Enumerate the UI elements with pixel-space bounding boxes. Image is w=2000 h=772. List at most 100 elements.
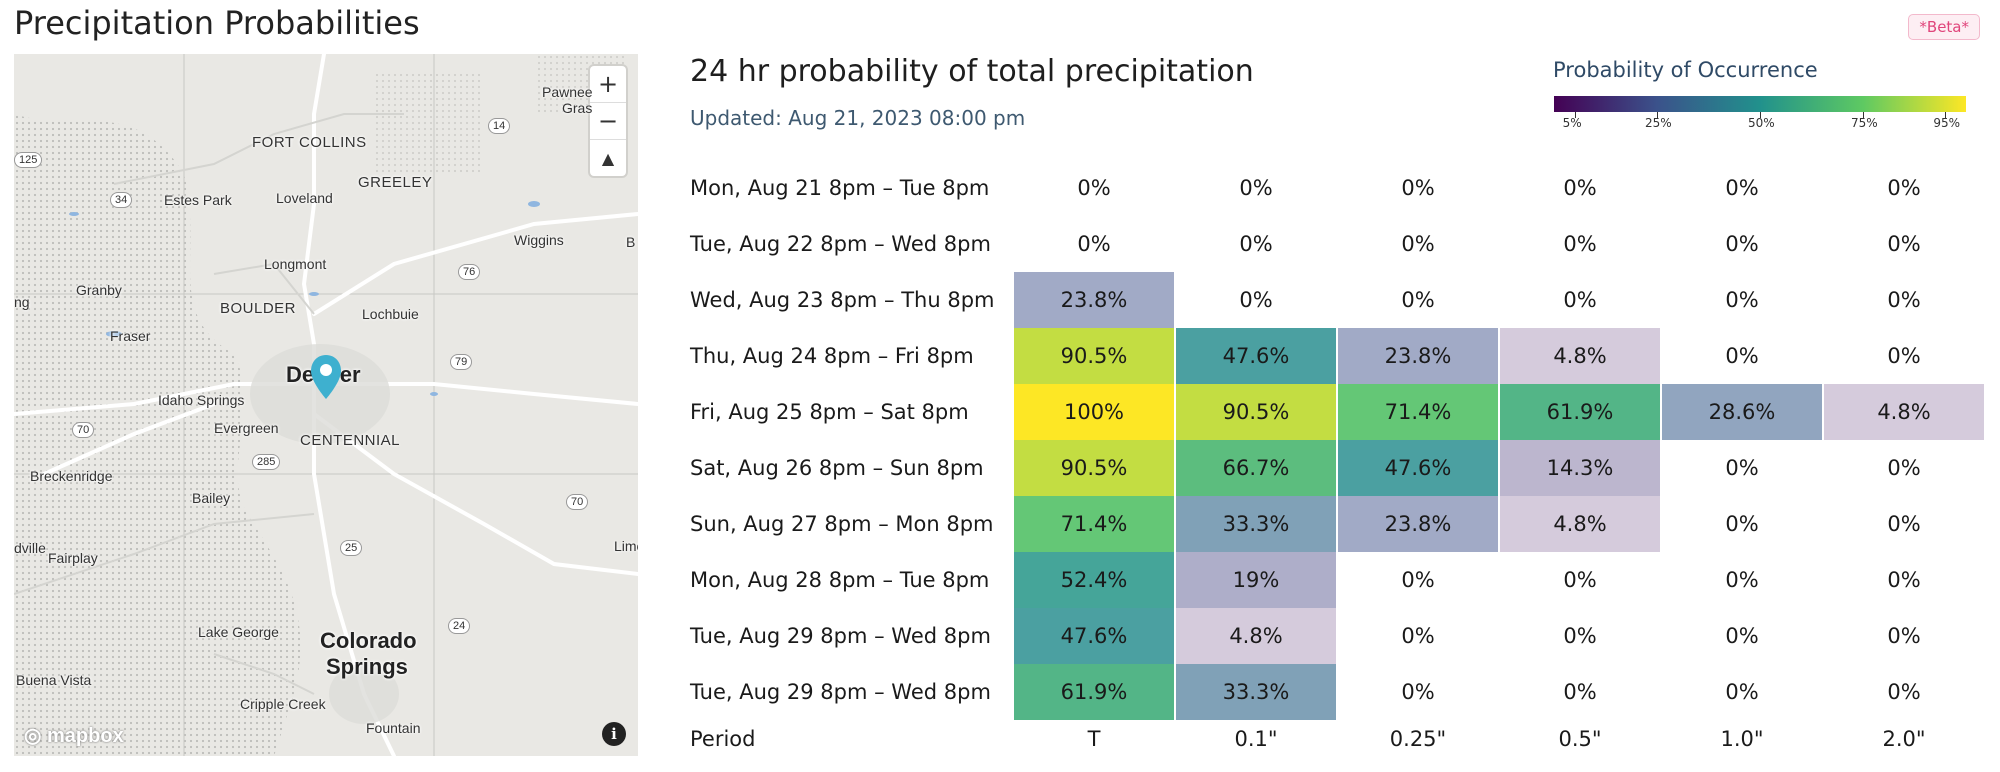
threshold-column-header: 2.0" bbox=[1823, 720, 1986, 758]
probability-cell: 0% bbox=[1823, 272, 1986, 328]
threshold-column-header: 0.5" bbox=[1499, 720, 1662, 758]
probability-cell: 0% bbox=[1175, 216, 1338, 272]
map-place-label: ng bbox=[14, 294, 30, 310]
probability-table: Mon, Aug 21 8pm – Tue 8pm 0% 0% 0% 0% 0% 0% Tue… bbox=[690, 160, 1986, 758]
map-place-label: Estes Park bbox=[164, 192, 232, 208]
zoom-out-button[interactable]: − bbox=[590, 103, 626, 140]
probability-cell: 0% bbox=[1499, 160, 1662, 216]
map-place-label: dville bbox=[14, 540, 46, 556]
probability-cell: 0% bbox=[1661, 496, 1824, 552]
map-place-label: Wiggins bbox=[514, 232, 564, 248]
probability-cell: 61.9% bbox=[1014, 664, 1176, 720]
map-place-label: FORT COLLINS bbox=[252, 134, 367, 151]
probability-cell: 28.6% bbox=[1661, 384, 1824, 440]
period-column-header: Period bbox=[690, 720, 1014, 758]
map-place-label: Idaho Springs bbox=[158, 392, 245, 408]
probability-cell: 71.4% bbox=[1337, 384, 1500, 440]
probability-cell: 0% bbox=[1823, 328, 1986, 384]
probability-cell: 0% bbox=[1337, 216, 1500, 272]
map-panel[interactable]: + − ▲ FORT COLLINS GREELEY Estes Park Lovel… bbox=[14, 54, 638, 756]
probability-cell: 33.3% bbox=[1175, 664, 1338, 720]
probability-cell: 0% bbox=[1499, 216, 1662, 272]
probability-cell: 90.5% bbox=[1014, 440, 1176, 496]
probability-cell: 0% bbox=[1337, 664, 1500, 720]
table-row: Sun, Aug 27 8pm – Mon 8pm 71.4% 33.3% 23.8%… bbox=[690, 496, 1986, 552]
probability-cell: 23.8% bbox=[1337, 328, 1500, 384]
probability-cell: 52.4% bbox=[1014, 552, 1176, 608]
period-label: Fri, Aug 25 8pm – Sat 8pm bbox=[690, 384, 1014, 440]
probability-cell: 0% bbox=[1499, 272, 1662, 328]
probability-cell: 47.6% bbox=[1175, 328, 1338, 384]
period-label: Wed, Aug 23 8pm – Thu 8pm bbox=[690, 272, 1014, 328]
map-place-label: Lochbuie bbox=[362, 306, 419, 322]
probability-cell: 0% bbox=[1661, 328, 1824, 384]
legend-colorbar bbox=[1554, 96, 1966, 112]
table-row: Mon, Aug 21 8pm – Tue 8pm 0% 0% 0% 0% 0% 0% bbox=[690, 160, 1986, 216]
probability-cell: 0% bbox=[1661, 664, 1824, 720]
probability-cell: 0% bbox=[1823, 496, 1986, 552]
beta-badge: *Beta* bbox=[1908, 14, 1980, 40]
route-shield-icon: 125 bbox=[14, 152, 43, 168]
map-place-label: Longmont bbox=[264, 256, 327, 272]
threshold-column-header: 1.0" bbox=[1661, 720, 1824, 758]
probability-cell: 66.7% bbox=[1175, 440, 1338, 496]
legend-title: Probability of Occurrence bbox=[1553, 58, 1818, 82]
period-label: Tue, Aug 29 8pm – Wed 8pm bbox=[690, 608, 1014, 664]
map-place-label: Gras bbox=[562, 100, 593, 116]
probability-cell: 4.8% bbox=[1499, 328, 1662, 384]
map-base bbox=[14, 54, 638, 756]
probability-cell: 0% bbox=[1499, 664, 1662, 720]
probability-cell: 90.5% bbox=[1175, 384, 1338, 440]
route-shield-icon: 25 bbox=[340, 540, 363, 556]
route-shield-icon: 70 bbox=[566, 494, 589, 510]
table-row: Thu, Aug 24 8pm – Fri 8pm 90.5% 47.6% 23.8%… bbox=[690, 328, 1986, 384]
legend-tick-mark bbox=[1657, 112, 1658, 118]
map-place-label: GREELEY bbox=[358, 174, 433, 191]
map-place-label: Evergreen bbox=[214, 420, 279, 436]
zoom-in-button[interactable]: + bbox=[590, 66, 626, 103]
probability-cell: 71.4% bbox=[1014, 496, 1176, 552]
page-title: Precipitation Probabilities bbox=[14, 4, 420, 42]
probability-cell: 23.8% bbox=[1014, 272, 1176, 328]
route-shield-icon: 285 bbox=[252, 454, 281, 470]
map-place-label: Pawnee bbox=[542, 84, 593, 100]
period-label: Sat, Aug 26 8pm – Sun 8pm bbox=[690, 440, 1014, 496]
probability-cell: 0% bbox=[1823, 440, 1986, 496]
route-shield-icon: 14 bbox=[488, 118, 511, 134]
route-shield-icon: 70 bbox=[72, 422, 95, 438]
probability-cell: 0% bbox=[1661, 440, 1824, 496]
legend-tick-mark bbox=[1574, 112, 1576, 118]
period-label: Mon, Aug 21 8pm – Tue 8pm bbox=[690, 160, 1014, 216]
probability-cell: 0% bbox=[1823, 608, 1986, 664]
probability-cell: 0% bbox=[1014, 160, 1176, 216]
period-label: Tue, Aug 29 8pm – Wed 8pm bbox=[690, 664, 1014, 720]
info-icon[interactable]: i bbox=[602, 722, 626, 746]
probability-cell: 0% bbox=[1661, 552, 1824, 608]
map-place-label: CENTENNIAL bbox=[300, 432, 401, 449]
probability-cell: 0% bbox=[1014, 216, 1176, 272]
probability-cell: 0% bbox=[1337, 608, 1500, 664]
probability-cell: 90.5% bbox=[1014, 328, 1176, 384]
mapbox-icon: ◎ bbox=[24, 725, 42, 747]
map-controls: + − ▲ bbox=[590, 66, 626, 176]
map-place-label: Fraser bbox=[110, 328, 151, 344]
table-row: Fri, Aug 25 8pm – Sat 8pm 100% 90.5% 71.4% 6… bbox=[690, 384, 1986, 440]
probability-cell: 4.8% bbox=[1823, 384, 1986, 440]
probability-cell: 47.6% bbox=[1337, 440, 1500, 496]
compass-button[interactable]: ▲ bbox=[601, 148, 615, 168]
probability-cell: 0% bbox=[1823, 160, 1986, 216]
map-place-label: Breckenridge bbox=[30, 468, 113, 484]
legend-tick-label: 5% bbox=[1562, 116, 1582, 130]
probability-cell: 23.8% bbox=[1337, 496, 1500, 552]
map-place-label: B bbox=[626, 234, 636, 250]
map-place-label: Lake George bbox=[198, 624, 279, 640]
legend-tick-label: 50% bbox=[1748, 116, 1775, 130]
probability-cell: 0% bbox=[1337, 160, 1500, 216]
route-shield-icon: 34 bbox=[110, 192, 133, 208]
map-place-label: Fairplay bbox=[48, 550, 98, 566]
probability-cell: 0% bbox=[1823, 664, 1986, 720]
location-pin-icon[interactable] bbox=[310, 354, 342, 400]
map-place-label: Granby bbox=[76, 282, 122, 298]
map-place-label: Fountain bbox=[366, 720, 421, 736]
table-row: Mon, Aug 28 8pm – Tue 8pm 52.4% 19% 0% 0% 0% 0… bbox=[690, 552, 1986, 608]
